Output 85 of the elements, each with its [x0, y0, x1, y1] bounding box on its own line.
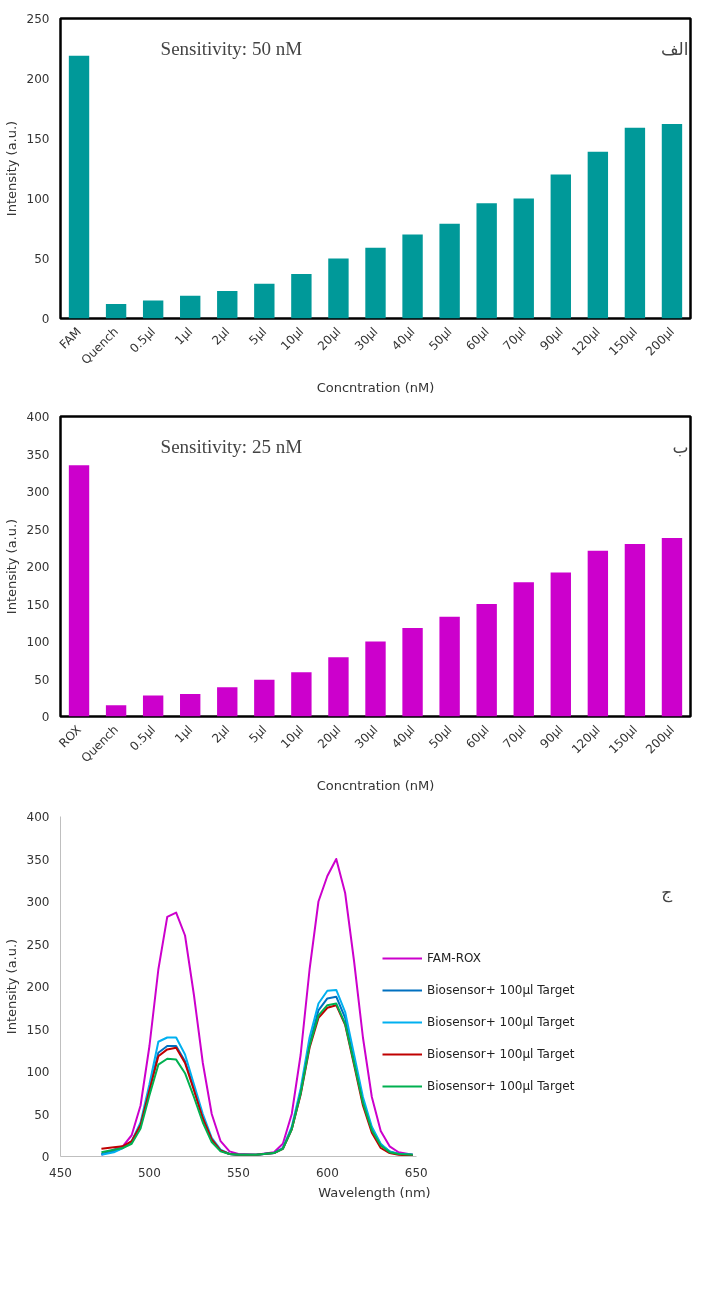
legend-label: Biosensor+ 100µl Target [427, 983, 575, 997]
legend-label: Biosensor+ 100µl Target [427, 1015, 575, 1029]
bar [217, 687, 238, 717]
bar [365, 247, 386, 319]
y-tick-label: 200 [26, 980, 50, 994]
x-tick-label: 600 [315, 1165, 339, 1180]
bar [365, 641, 386, 717]
x-tick-label: 650 [404, 1165, 428, 1180]
bar [513, 198, 534, 319]
y-axis-title: Intensity (a.u.) [3, 938, 19, 1035]
x-tick-label: 2µl [209, 324, 233, 348]
y-tick-label: 400 [26, 410, 50, 424]
y-tick-label: 350 [26, 447, 50, 462]
y-tick-label: 100 [26, 635, 50, 649]
bar [661, 538, 683, 717]
text: ج [661, 881, 673, 903]
bar [142, 300, 164, 319]
y-axis-title: Intensity (a.u.) [3, 518, 19, 615]
bar [402, 234, 423, 319]
bar [180, 694, 201, 717]
y-tick-label: 300 [26, 485, 50, 499]
bar [550, 174, 571, 319]
bar [328, 657, 349, 717]
y-axis-title: Intensity (a.u.) [3, 120, 19, 217]
y-tick-label: 0 [41, 312, 50, 326]
bar [402, 628, 423, 717]
y-tick-label: 150 [26, 1022, 50, 1037]
bar [68, 55, 90, 319]
bar [291, 274, 312, 319]
y-tick-label: 100 [26, 1065, 50, 1079]
bar [180, 295, 201, 319]
x-axis-title: Concntration (nM) [316, 778, 435, 794]
bar [68, 465, 90, 717]
y-tick-label: 300 [26, 895, 50, 909]
x-tick-label: 550 [226, 1165, 250, 1180]
bar [254, 679, 275, 717]
bar [291, 672, 312, 717]
bar [550, 572, 571, 717]
annotation: Sensitivity: 50 nM [160, 38, 303, 59]
legend-label: Biosensor+ 100µl Target [427, 1047, 575, 1061]
bar [513, 582, 534, 717]
x-axis-title: Wavelength (nm) [318, 1184, 431, 1200]
bar [476, 203, 497, 319]
annotation: الف [661, 38, 689, 59]
y-tick-label: 150 [26, 132, 50, 146]
bar [624, 127, 646, 319]
bar [624, 544, 646, 717]
annotation: ب [672, 436, 689, 457]
bar [142, 695, 164, 717]
bar [587, 151, 609, 319]
x-axis-title: Concntration (nM) [316, 380, 435, 396]
annotation: Sensitivity: 25 nM [160, 436, 303, 457]
x-tick-label: 1µl [172, 324, 196, 348]
bar [661, 124, 683, 319]
bar [476, 604, 497, 717]
bar [439, 223, 460, 319]
y-tick-label: 0 [41, 710, 50, 724]
bar [105, 304, 127, 319]
y-tick-label: 150 [26, 597, 50, 612]
bar [587, 550, 609, 717]
x-tick-label: 1µl [172, 722, 196, 746]
x-tick-label: 2µl [209, 722, 233, 746]
y-tick-label: 250 [26, 522, 50, 537]
y-tick-label: 0 [41, 1150, 50, 1164]
y-tick-label: 50 [34, 672, 50, 687]
x-tick-label: 500 [138, 1165, 161, 1180]
x-tick-label: 450 [49, 1165, 72, 1180]
x-tick-label: 5µl [246, 722, 270, 746]
legend-label: FAM-ROX [427, 951, 481, 965]
y-tick-label: 250 [26, 12, 50, 26]
y-tick-label: 250 [26, 937, 50, 952]
y-tick-label: 50 [34, 252, 50, 266]
bar [439, 616, 460, 717]
x-tick-label: 5µl [246, 324, 270, 348]
bar [217, 290, 238, 319]
y-tick-label: 350 [26, 852, 50, 867]
y-tick-label: 200 [26, 560, 50, 574]
y-tick-label: 200 [26, 72, 50, 86]
bar [328, 258, 349, 319]
y-tick-label: 100 [26, 192, 50, 206]
bar [105, 705, 127, 717]
y-tick-label: 400 [26, 810, 50, 824]
y-tick-label: 50 [34, 1107, 50, 1122]
bar [254, 283, 275, 319]
legend-label: Biosensor+ 100µl Target [427, 1079, 575, 1093]
